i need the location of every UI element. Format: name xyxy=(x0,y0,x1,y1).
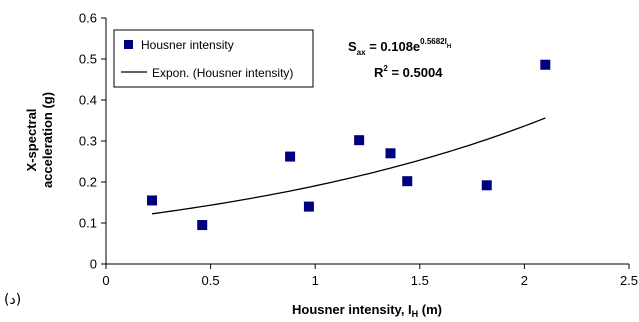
x-tick-label: 0.5 xyxy=(202,273,220,288)
trendline xyxy=(151,117,546,215)
legend-entry-series: Housner intensity xyxy=(141,38,234,52)
data-point xyxy=(147,195,158,206)
y-tick-label: 0.3 xyxy=(79,134,97,149)
panel-label: (د) xyxy=(4,292,21,308)
y-tick-label: 0.6 xyxy=(79,11,97,26)
r-squared-text: R2 = 0.5004 xyxy=(374,64,443,80)
data-point xyxy=(354,135,365,146)
x-tick-label: 2.5 xyxy=(620,273,638,288)
data-point xyxy=(481,180,492,191)
x-axis-title: Housner intensity, IH (m) xyxy=(292,302,442,319)
y-tick-label: 0.1 xyxy=(79,216,97,231)
legend-entry-trendline: Expon. (Housner intensity) xyxy=(152,66,293,80)
y-axis-title-line1: X-spectral xyxy=(24,109,39,172)
y-tick-label: 0.5 xyxy=(79,52,97,67)
y-ticks: 0 0.1 0.2 0.3 0.4 0.5 0.6 xyxy=(79,11,106,272)
x-ticks: 0 0.5 1 1.5 2 2.5 xyxy=(102,264,638,288)
data-point xyxy=(402,176,413,187)
legend: Housner intensity Expon. (Housner intens… xyxy=(113,29,314,88)
data-points xyxy=(147,59,551,231)
x-tick-label: 1.5 xyxy=(411,273,429,288)
legend-marker-square xyxy=(124,40,133,49)
data-point xyxy=(285,151,296,162)
y-axis-title-line2: acceleration (g) xyxy=(40,92,55,188)
data-point xyxy=(385,148,396,159)
equation-text: Sax = 0.108e0.5682IH xyxy=(348,37,451,57)
x-tick-label: 0 xyxy=(102,273,109,288)
y-axis-title: X-spectral acceleration (g) xyxy=(24,92,55,188)
y-tick-label: 0 xyxy=(90,257,97,272)
x-tick-label: 1 xyxy=(312,273,319,288)
data-point xyxy=(303,201,314,212)
x-tick-label: 2 xyxy=(521,273,528,288)
data-point xyxy=(197,220,208,231)
y-tick-label: 0.4 xyxy=(79,93,97,108)
y-tick-label: 0.2 xyxy=(79,175,97,190)
data-point xyxy=(540,59,551,70)
legend-box xyxy=(113,29,314,88)
